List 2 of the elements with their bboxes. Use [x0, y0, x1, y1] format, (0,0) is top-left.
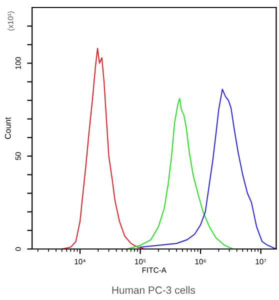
text: Human PC-3 cells	[112, 286, 196, 294]
y-axis-title: Count	[4, 117, 11, 139]
